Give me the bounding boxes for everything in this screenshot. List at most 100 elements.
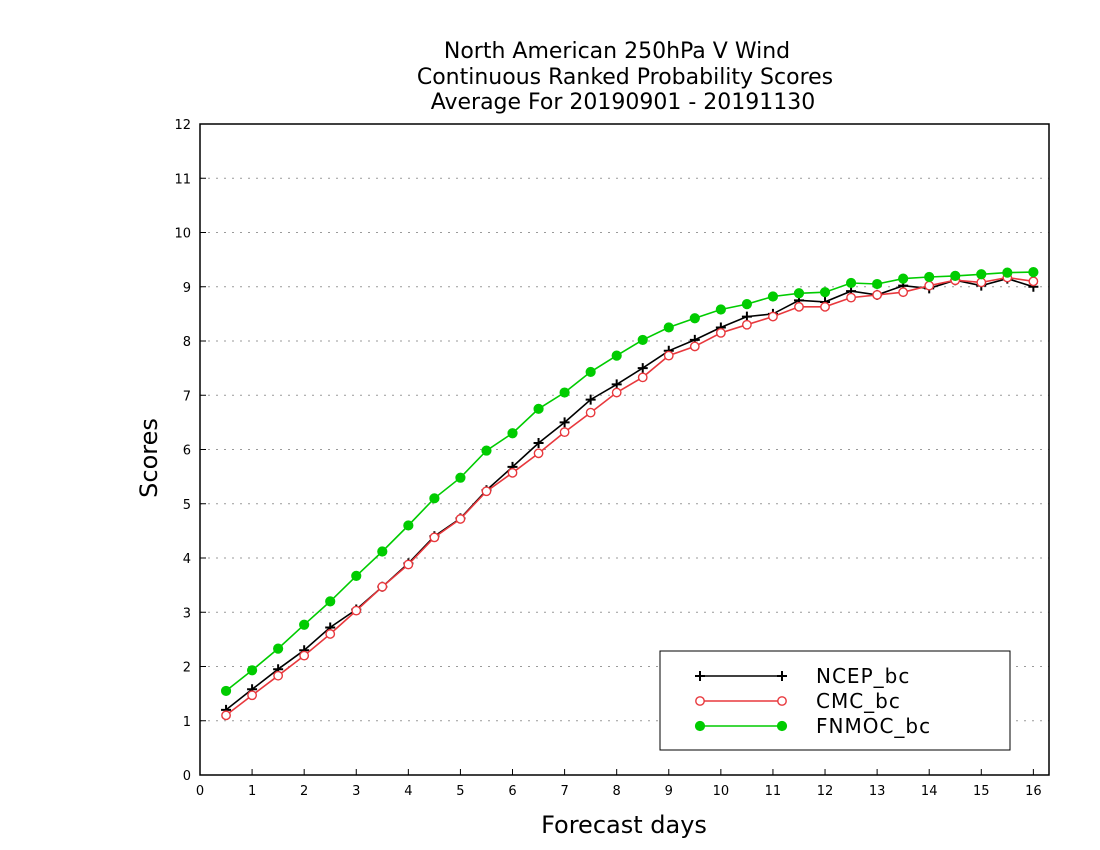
y-tick-label: 7	[183, 389, 191, 404]
legend-marker	[695, 696, 705, 706]
data-point	[637, 334, 648, 346]
legend-marker	[776, 720, 788, 732]
y-tick-label: 11	[174, 172, 191, 187]
data-point	[507, 428, 518, 439]
x-tick-label: 5	[456, 784, 464, 799]
data-point	[924, 271, 935, 283]
legend-item: NCEP_bc	[695, 664, 910, 688]
legend-label: FNMOC_bc	[816, 714, 931, 738]
x-tick-label: 10	[713, 784, 730, 799]
x-tick-label: 7	[560, 784, 568, 799]
data-point	[1028, 267, 1039, 278]
chart-title-line-1: North American 250hPa V Wind	[444, 39, 790, 64]
y-tick-label: 8	[183, 335, 191, 350]
data-point	[585, 394, 596, 405]
x-tick-label: 6	[508, 784, 516, 799]
data-point	[377, 581, 388, 592]
data-point	[976, 269, 987, 280]
data-point	[481, 486, 492, 497]
data-point	[715, 327, 726, 338]
x-tick-label: 0	[196, 784, 204, 799]
x-tick-label: 14	[921, 784, 938, 799]
data-point	[611, 387, 622, 398]
data-point	[455, 472, 466, 483]
x-tick-label: 1	[248, 784, 256, 799]
y-tick-label: 1	[183, 715, 191, 730]
data-point	[325, 596, 336, 607]
x-tick-label: 2	[300, 784, 308, 799]
data-point	[611, 350, 622, 361]
data-point	[767, 291, 779, 302]
x-tick-label: 13	[869, 784, 886, 799]
data-point	[246, 665, 258, 676]
y-tick-label: 2	[183, 661, 191, 676]
data-point	[429, 493, 440, 504]
data-point	[273, 643, 284, 654]
data-point	[950, 270, 961, 281]
legend-item: FNMOC_bc	[694, 714, 931, 738]
legend-marker	[777, 671, 787, 681]
data-point	[221, 710, 231, 721]
data-point	[429, 532, 440, 543]
data-point	[768, 311, 778, 322]
x-tick-label: 8	[613, 784, 621, 799]
series-line	[225, 277, 1034, 711]
y-tick-label: 9	[183, 281, 191, 296]
data-point	[794, 301, 804, 312]
data-point	[533, 437, 544, 448]
data-point	[1028, 276, 1039, 287]
x-tick-label: 16	[1025, 784, 1042, 799]
y-tick-label: 5	[183, 498, 191, 513]
series-line	[225, 276, 1034, 716]
legend-label: NCEP_bc	[816, 664, 910, 688]
series-line	[225, 271, 1034, 692]
series-fnmoc-bc	[220, 267, 1039, 697]
data-point	[924, 280, 935, 291]
data-point	[533, 448, 544, 459]
x-tick-label: 3	[352, 784, 360, 799]
data-point	[819, 287, 831, 298]
data-point	[351, 570, 362, 582]
y-tick-label: 4	[183, 552, 191, 567]
x-tick-label: 11	[765, 784, 782, 799]
legend-marker	[695, 671, 705, 681]
data-point	[793, 288, 805, 299]
data-point	[1002, 267, 1013, 278]
series-cmc-bc	[221, 272, 1039, 721]
data-point	[403, 559, 414, 570]
y-tick-label: 10	[174, 227, 191, 242]
data-point	[898, 273, 909, 284]
data-point	[403, 520, 414, 531]
data-point	[325, 629, 336, 639]
data-point	[507, 467, 518, 478]
data-point	[247, 690, 257, 701]
data-point	[273, 670, 284, 681]
x-tick-label: 15	[973, 784, 990, 799]
data-point	[533, 403, 544, 414]
data-point	[689, 313, 700, 324]
x-tick-label: 12	[817, 784, 834, 799]
data-point	[377, 546, 388, 557]
data-point	[351, 605, 362, 616]
legend-marker	[694, 720, 706, 732]
data-point	[637, 363, 648, 374]
data-point	[299, 619, 310, 630]
y-tick-label: 0	[183, 769, 191, 784]
y-tick-label: 3	[183, 606, 191, 621]
data-point	[898, 287, 909, 298]
data-point	[846, 292, 856, 303]
legend-marker	[777, 696, 787, 706]
data-point	[845, 277, 857, 289]
data-point	[663, 322, 674, 333]
data-point	[559, 427, 570, 438]
data-point	[976, 277, 987, 288]
data-point	[559, 417, 570, 428]
chart-title-line-3: Average For 20190901 - 20191130	[431, 90, 816, 115]
series-ncep-bc	[221, 273, 1039, 715]
data-point	[299, 650, 310, 661]
data-point	[455, 514, 466, 524]
series-group	[220, 267, 1039, 721]
data-point	[820, 301, 830, 312]
